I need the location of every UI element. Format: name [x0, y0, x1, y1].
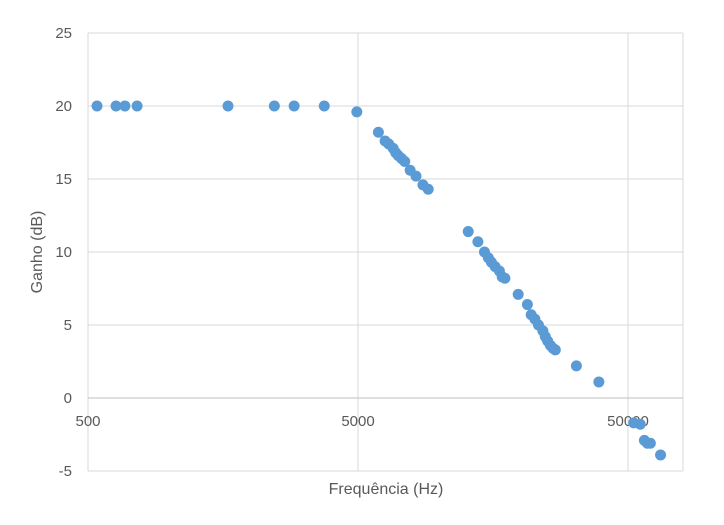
x-tick-labels: 500 5000 50000: [75, 413, 648, 430]
data-point: [119, 100, 131, 112]
y-tick-label: 0: [64, 390, 72, 407]
data-point: [655, 449, 667, 461]
data-point: [462, 226, 474, 238]
y-tick-label: 10: [55, 244, 72, 261]
data-point: [110, 100, 122, 112]
y-tick-label: -5: [59, 463, 72, 480]
data-point: [318, 100, 330, 112]
y-axis-label: Ganho (dB): [29, 211, 46, 294]
data-point: [644, 437, 656, 449]
data-point: [521, 299, 533, 311]
data-point: [634, 418, 646, 430]
data-point: [351, 106, 363, 118]
data-point: [410, 170, 422, 182]
data-point: [268, 100, 280, 112]
x-tick-label: 5000: [341, 413, 374, 430]
y-tick-label: 5: [64, 317, 72, 334]
data-point: [593, 376, 605, 388]
data-point: [372, 126, 384, 138]
x-tick-label: 500: [75, 413, 100, 430]
y-tick-label: 20: [55, 98, 72, 115]
data-point: [422, 183, 434, 195]
data-point: [399, 155, 411, 167]
data-point: [91, 100, 103, 112]
x-axis-label: Frequência (Hz): [329, 481, 444, 498]
data-point: [512, 288, 524, 300]
data-point: [549, 344, 561, 356]
data-point: [288, 100, 300, 112]
y-tick-labels: -5 0 5 10 15 20 25: [55, 25, 72, 480]
data-points: [91, 100, 667, 461]
y-gridlines: [88, 32, 683, 472]
data-point: [472, 236, 484, 248]
data-point: [570, 360, 582, 372]
y-tick-label: 25: [55, 25, 72, 42]
data-point: [131, 100, 143, 112]
data-point: [222, 100, 234, 112]
y-tick-label: 15: [55, 171, 72, 188]
data-point: [499, 272, 511, 284]
